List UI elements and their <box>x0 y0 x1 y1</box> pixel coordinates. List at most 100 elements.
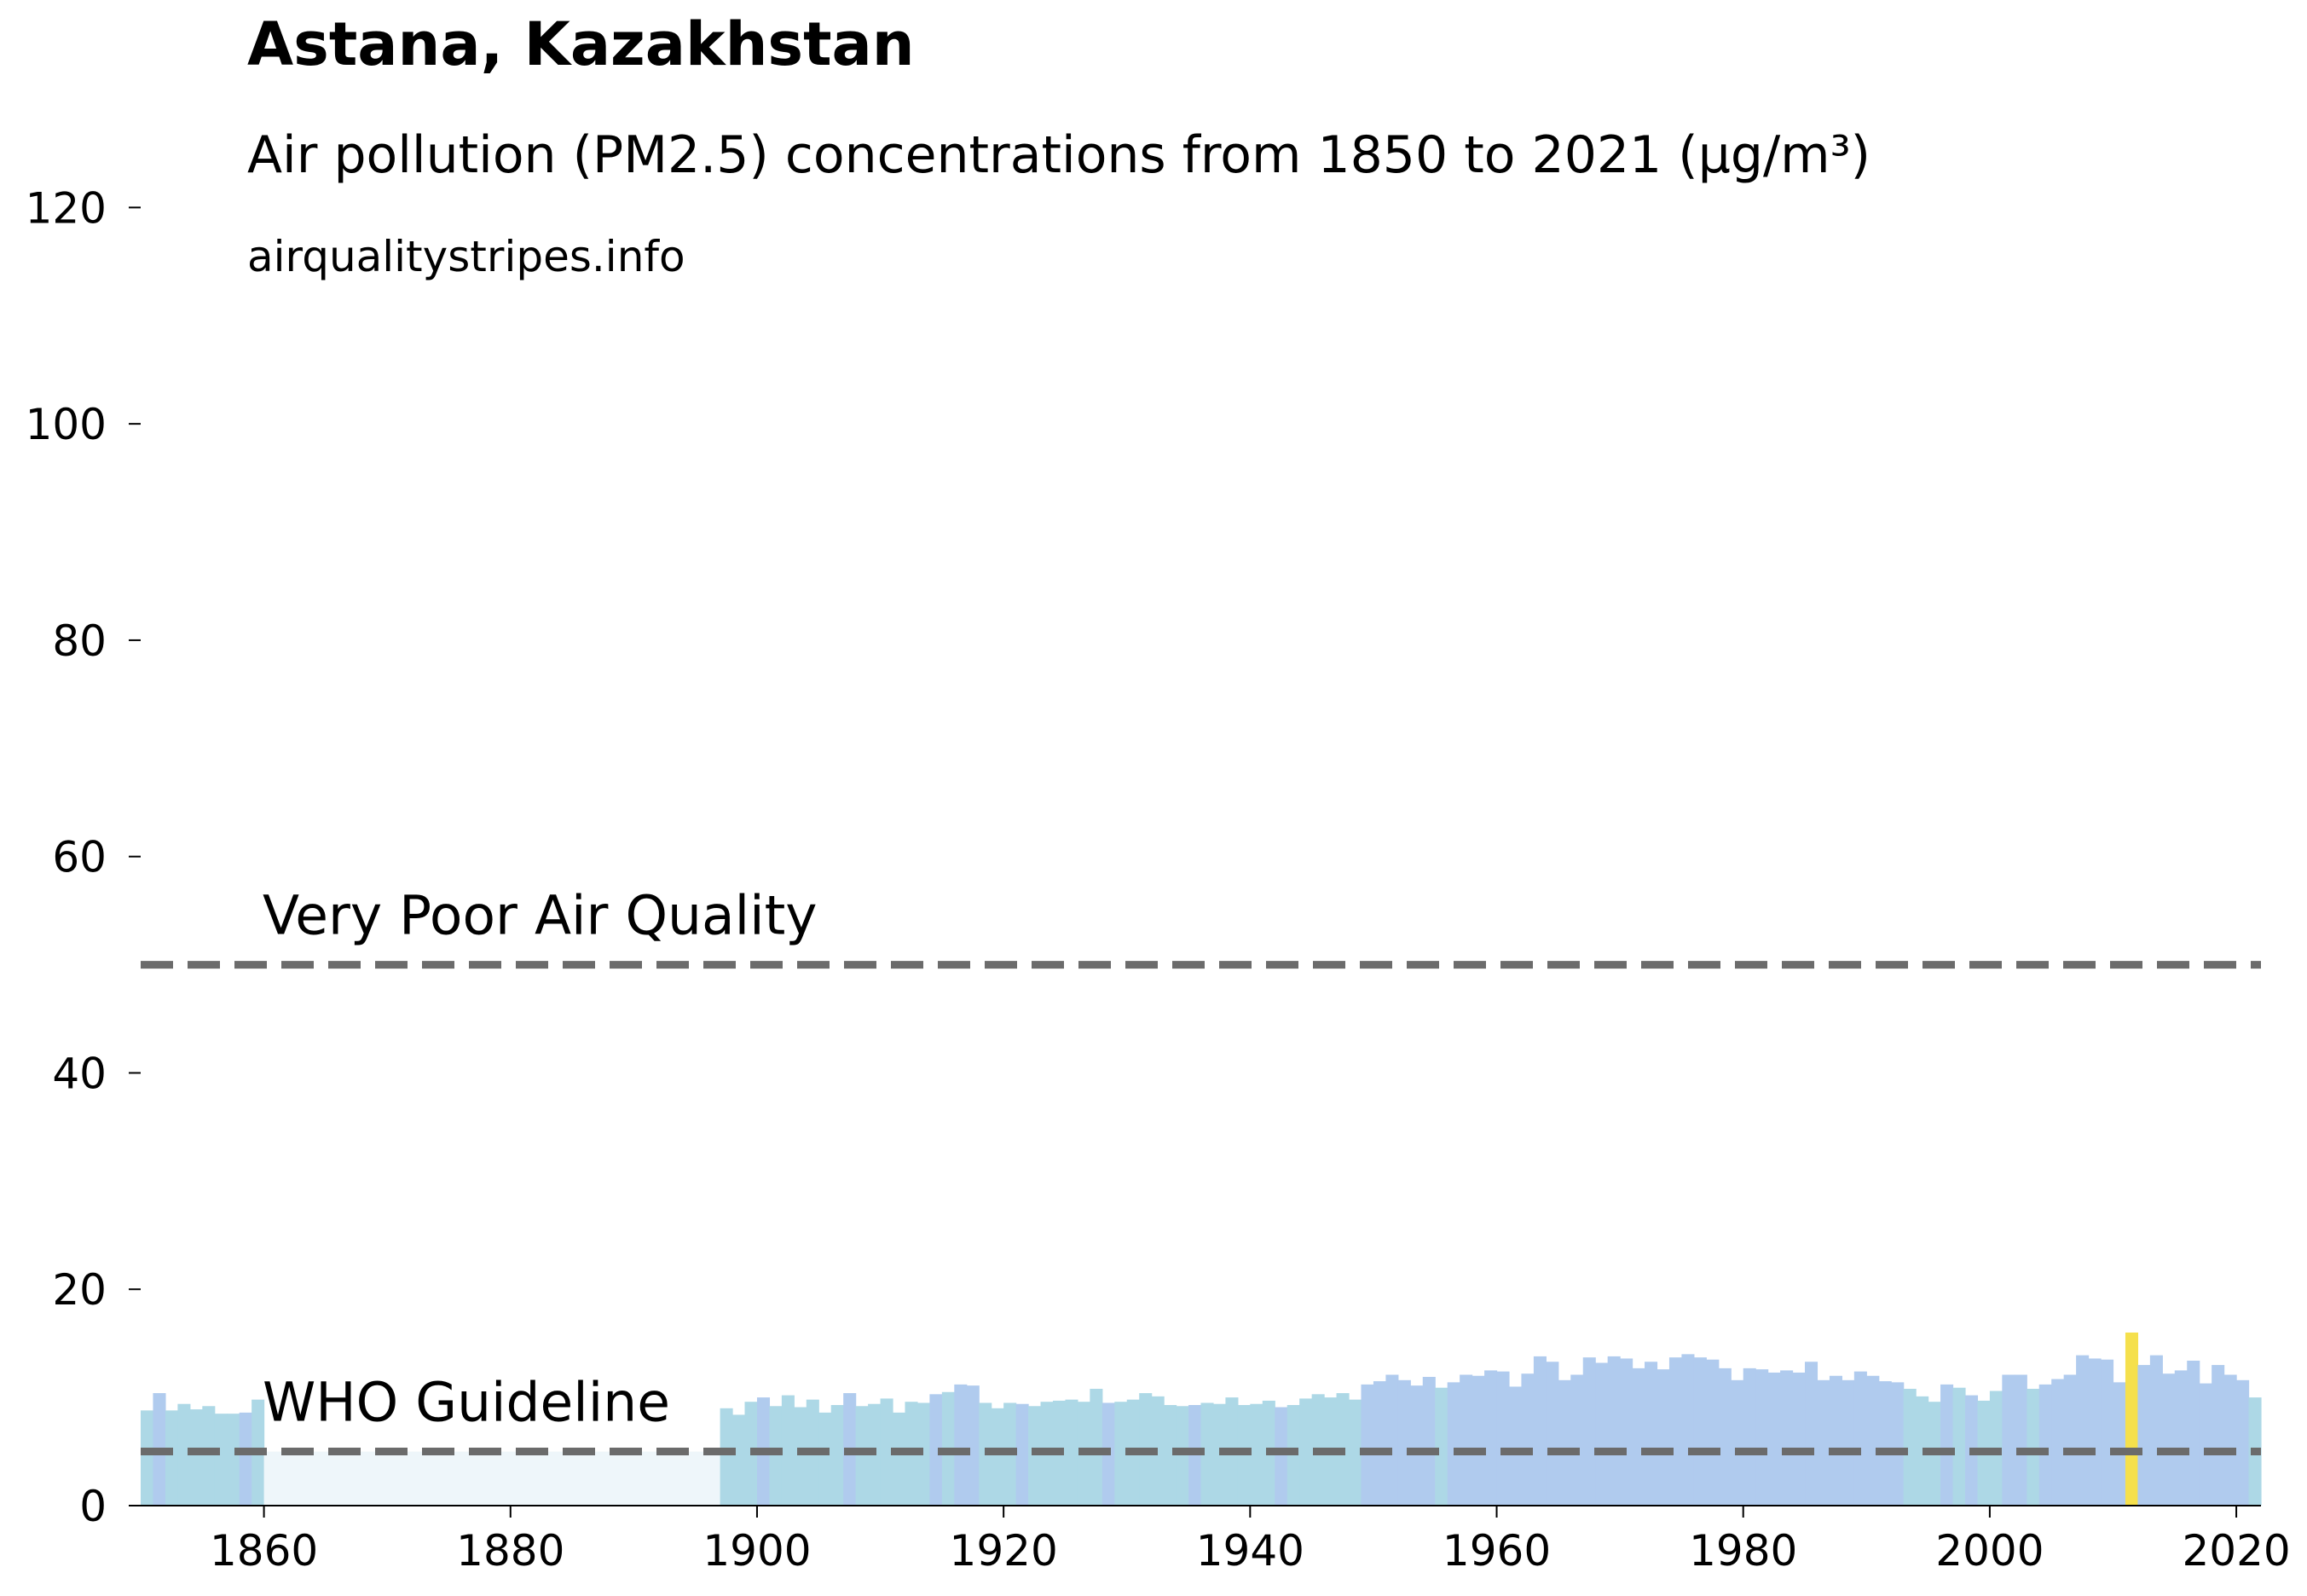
bar-2014 <box>2162 1373 2176 1506</box>
annotation-very-poor-air-quality: Very Poor Air Quality <box>263 885 818 947</box>
bar-1892 <box>658 1451 672 1506</box>
bar-1952 <box>1397 1379 1411 1506</box>
bar-1990 <box>1866 1375 1880 1506</box>
bar-1933 <box>1164 1405 1177 1506</box>
bar-1992 <box>1891 1382 1905 1506</box>
bar-1867 <box>350 1451 363 1506</box>
y-ticks-group: 0 20 40 60 80 100 120 <box>26 183 141 1531</box>
x-tick-label-1940: 1940 <box>1196 1526 1304 1576</box>
bar-1872 <box>412 1451 425 1506</box>
bar-1968 <box>1595 1362 1609 1506</box>
bar-1896 <box>708 1451 721 1506</box>
bar-1955 <box>1435 1387 1448 1506</box>
bar-1881 <box>523 1451 536 1506</box>
bar-1983 <box>1780 1370 1794 1506</box>
bar-1958 <box>1472 1375 1485 1506</box>
bar-1944 <box>1299 1398 1313 1506</box>
bar-1960 <box>1496 1371 1510 1506</box>
bar-2002 <box>2014 1374 2027 1506</box>
bar-1932 <box>1151 1396 1165 1506</box>
bar-1911 <box>893 1412 906 1506</box>
bar-1984 <box>1792 1372 1806 1506</box>
bar-1956 <box>1447 1382 1460 1506</box>
bar-1917 <box>966 1385 980 1506</box>
bar-1997 <box>1952 1387 1966 1506</box>
bar-1880 <box>510 1451 523 1506</box>
bar-1898 <box>732 1414 746 1506</box>
bar-2011 <box>2125 1332 2139 1506</box>
bar-1954 <box>1422 1377 1436 1506</box>
bar-2010 <box>2113 1382 2126 1506</box>
y-tick-label-60: 60 <box>52 833 107 882</box>
chart-subtitle: Air pollution (PM2.5) concentrations fro… <box>247 125 1870 185</box>
bar-2015 <box>2174 1370 2188 1506</box>
bar-2007 <box>2076 1355 2090 1506</box>
y-tick-label-100: 100 <box>26 400 107 449</box>
bar-1979 <box>1731 1379 1744 1506</box>
bar-2005 <box>2051 1379 2065 1506</box>
bar-1959 <box>1484 1370 1498 1506</box>
bar-1957 <box>1460 1374 1473 1506</box>
bar-1953 <box>1410 1385 1424 1506</box>
bar-1852 <box>165 1410 178 1506</box>
bar-1869 <box>374 1451 388 1506</box>
bar-1949 <box>1361 1384 1374 1506</box>
bar-1856 <box>214 1414 228 1506</box>
bar-1993 <box>1903 1388 1917 1506</box>
bar-1901 <box>769 1406 783 1506</box>
bar-1929 <box>1114 1402 1128 1506</box>
bar-1862 <box>288 1451 302 1506</box>
bar-1934 <box>1176 1406 1189 1506</box>
y-tick-label-80: 80 <box>52 616 107 666</box>
bar-1914 <box>929 1394 943 1506</box>
bar-1906 <box>830 1405 844 1506</box>
bar-1888 <box>609 1451 622 1506</box>
bar-1963 <box>1533 1356 1547 1506</box>
x-tick-label-1980: 1980 <box>1689 1526 1797 1576</box>
bar-1948 <box>1349 1399 1362 1506</box>
bar-1893 <box>670 1451 684 1506</box>
bar-1871 <box>399 1451 413 1506</box>
bar-1964 <box>1546 1362 1559 1506</box>
bar-1978 <box>1718 1368 1732 1506</box>
x-ticks-group: 1860 1880 1900 1920 1940 1960 1980 2000 2020 <box>210 1506 2291 1576</box>
x-tick-label-2000: 2000 <box>1935 1526 2044 1576</box>
chart-title: Astana, Kazakhstan <box>247 9 915 79</box>
bar-1977 <box>1706 1359 1720 1506</box>
bar-1897 <box>720 1408 733 1506</box>
bar-1874 <box>437 1451 450 1506</box>
bar-1865 <box>325 1451 338 1506</box>
bar-1936 <box>1200 1402 1214 1506</box>
y-tick-label-0: 0 <box>79 1482 107 1531</box>
bar-1876 <box>460 1451 474 1506</box>
bar-1889 <box>621 1451 634 1506</box>
bar-1875 <box>448 1451 462 1506</box>
bar-1885 <box>572 1451 586 1506</box>
bar-1882 <box>535 1451 548 1506</box>
y-tick-label-20: 20 <box>52 1265 107 1315</box>
bar-1942 <box>1275 1407 1288 1506</box>
bar-1866 <box>338 1451 351 1506</box>
bar-2004 <box>2038 1384 2052 1506</box>
bar-1903 <box>794 1407 807 1506</box>
bar-2020 <box>2236 1379 2250 1506</box>
bar-2018 <box>2212 1365 2225 1506</box>
bar-1974 <box>1668 1357 1683 1506</box>
bar-1895 <box>695 1451 708 1506</box>
bar-1967 <box>1582 1357 1596 1506</box>
x-tick-label-2020: 2020 <box>2182 1526 2290 1576</box>
bar-1864 <box>313 1451 327 1506</box>
bar-1980 <box>1743 1368 1756 1506</box>
threshold-lines-group <box>141 961 2261 1456</box>
bar-2017 <box>2199 1383 2212 1506</box>
bar-1987 <box>1829 1375 1842 1506</box>
bar-1873 <box>424 1451 437 1506</box>
bar-1962 <box>1521 1373 1535 1506</box>
bar-2003 <box>2027 1388 2040 1506</box>
x-tick-label-1960: 1960 <box>1443 1526 1551 1576</box>
bar-1985 <box>1805 1362 1818 1506</box>
bar-1887 <box>596 1451 610 1506</box>
bar-2006 <box>2063 1374 2077 1506</box>
bar-1870 <box>387 1451 401 1506</box>
bar-1966 <box>1570 1374 1584 1506</box>
